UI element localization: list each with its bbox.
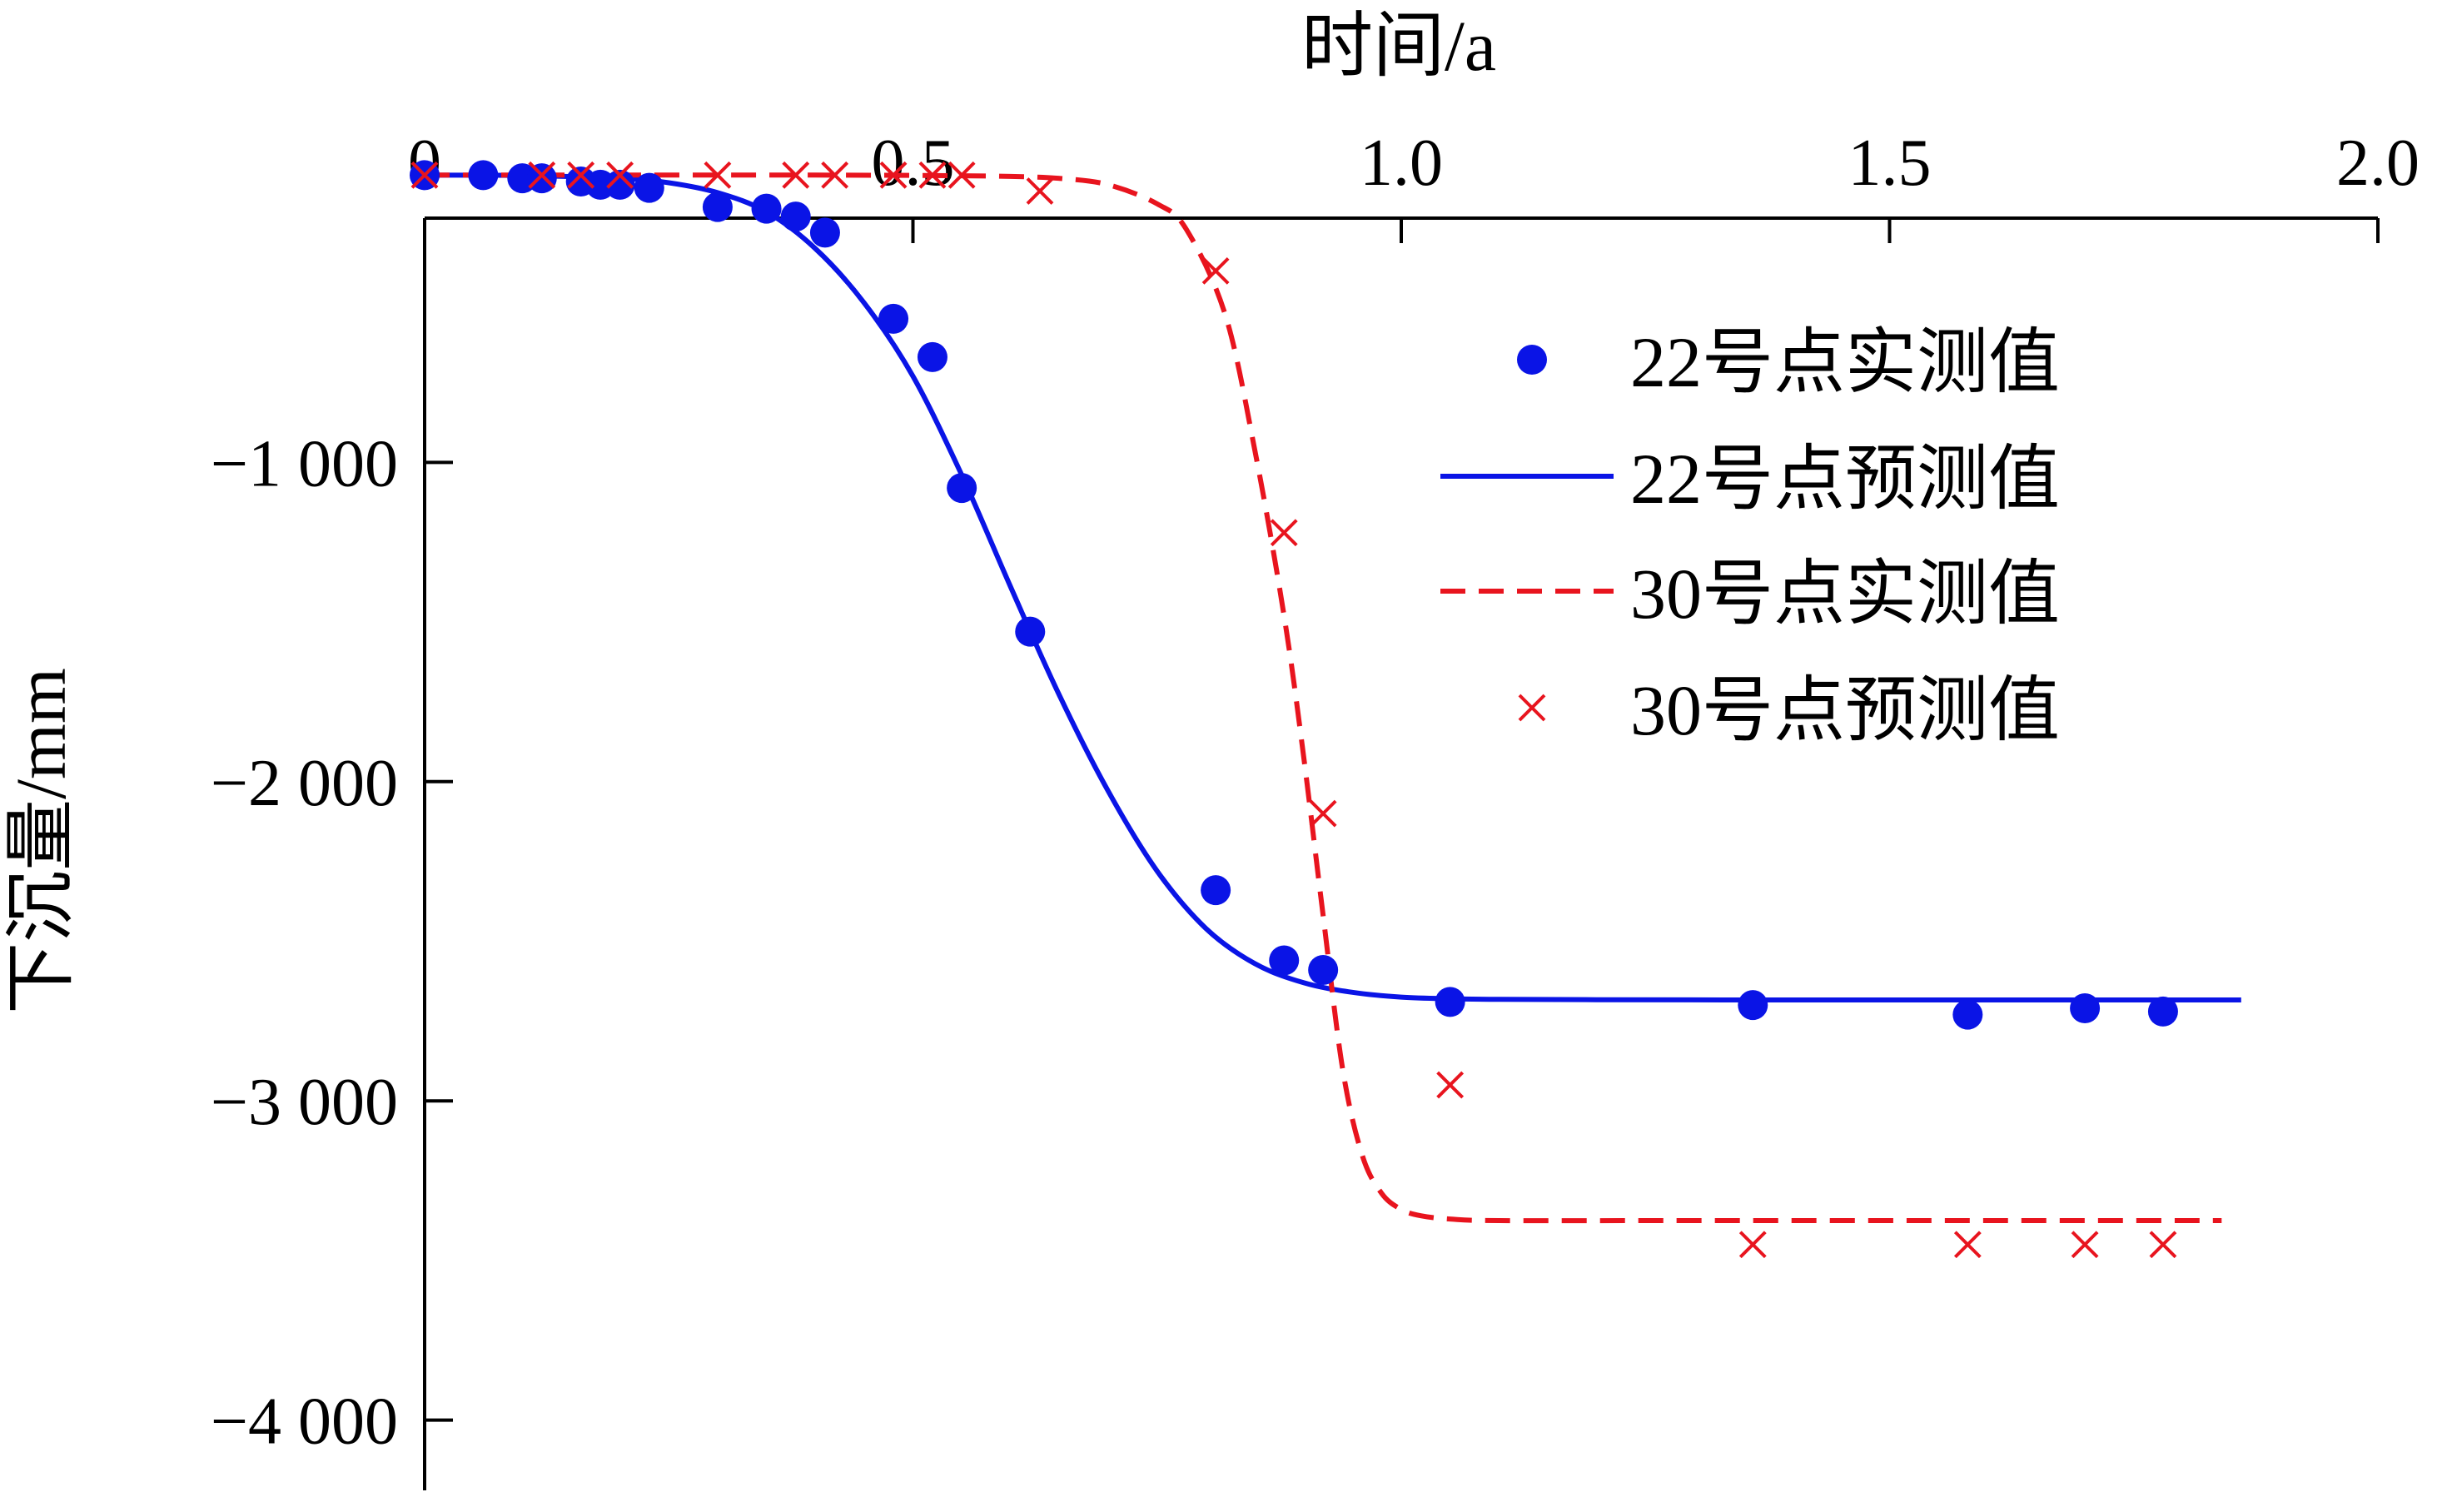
y-ticks: −1 000 −2 000 −3 000 −4 000 bbox=[211, 427, 453, 1459]
y-tick-label-3: −4 000 bbox=[211, 1385, 398, 1459]
x-tick-label-3: 1.5 bbox=[1848, 127, 1932, 200]
series-0-point-12 bbox=[878, 303, 909, 334]
series-layer bbox=[410, 160, 2241, 1259]
series-3-point-10 bbox=[1026, 177, 1054, 205]
series-0-point-18 bbox=[1308, 955, 1339, 986]
series-3-point-13 bbox=[1309, 799, 1337, 828]
series-0-point-3 bbox=[526, 163, 557, 194]
series-3-point-14 bbox=[1436, 1071, 1465, 1099]
series-3-point-7 bbox=[879, 161, 908, 189]
axes bbox=[423, 216, 2378, 1490]
series-2 bbox=[424, 172, 2222, 1224]
legend: 22号点实测值 22号点预测值 30号点实测值 30号点预测值 bbox=[1440, 322, 2060, 750]
y-tick-label-1: −2 000 bbox=[211, 747, 398, 820]
series-0-point-19 bbox=[1435, 987, 1465, 1017]
series-3-point-5 bbox=[782, 161, 810, 189]
series-0-point-10 bbox=[780, 201, 811, 232]
series-3-point-15 bbox=[1738, 1231, 1767, 1259]
series-3-point-18 bbox=[2149, 1231, 2177, 1259]
series-3-point-0 bbox=[410, 161, 439, 189]
series-0-point-15 bbox=[1015, 616, 1046, 647]
series-3-point-9 bbox=[947, 161, 976, 189]
series-3-point-3 bbox=[606, 161, 634, 189]
legend-item-3: 30号点预测值 bbox=[1518, 670, 2060, 750]
x-tick-label-1: 0.5 bbox=[872, 127, 955, 200]
series-0-point-1 bbox=[468, 160, 499, 191]
y-axis-title: 下沉量/mm bbox=[1, 668, 81, 1014]
legend-label-3: 30号点预测值 bbox=[1630, 670, 2060, 750]
series-0-point-11 bbox=[809, 217, 840, 248]
legend-item-0: 22号点实测值 bbox=[1517, 322, 2060, 402]
y-tick-label-0: −1 000 bbox=[211, 427, 398, 500]
series-0-point-8 bbox=[702, 191, 733, 222]
series-1 bbox=[424, 172, 2241, 1003]
series-3-point-8 bbox=[918, 161, 947, 189]
series-3-point-12 bbox=[1270, 519, 1298, 547]
legend-label-1: 22号点预测值 bbox=[1630, 439, 2060, 519]
series-3-point-16 bbox=[1953, 1231, 1982, 1259]
series-0-point-6 bbox=[604, 169, 635, 200]
series-3-point-17 bbox=[2071, 1231, 2099, 1259]
series-3-point-6 bbox=[821, 161, 849, 189]
x-tick-label-2: 1.0 bbox=[1360, 127, 1443, 200]
series-0-point-9 bbox=[751, 193, 782, 224]
series-3-point-2 bbox=[567, 161, 595, 189]
series-0-point-20 bbox=[1738, 990, 1768, 1021]
series-0-point-16 bbox=[1201, 875, 1231, 906]
legend-swatch-0 bbox=[1517, 345, 1547, 375]
series-0-point-22 bbox=[2070, 993, 2101, 1024]
series-0-point-21 bbox=[1952, 999, 1983, 1030]
series-2-line bbox=[424, 172, 2222, 1224]
x-tick-label-4: 2.0 bbox=[2336, 127, 2420, 200]
x-ticks: 00.51.01.52.0 bbox=[408, 127, 2420, 243]
legend-item-1: 22号点预测值 bbox=[1440, 439, 2060, 519]
series-0-point-13 bbox=[917, 341, 947, 372]
legend-item-2: 30号点实测值 bbox=[1440, 554, 2060, 634]
legend-label-2: 30号点实测值 bbox=[1630, 554, 2060, 634]
series-3 bbox=[410, 161, 2177, 1259]
series-3-point-4 bbox=[704, 161, 732, 189]
series-3-point-1 bbox=[528, 161, 556, 189]
x-axis-title: 时间/a bbox=[1301, 6, 1496, 86]
legend-label-0: 22号点实测值 bbox=[1630, 322, 2060, 402]
legend-swatch-3 bbox=[1518, 694, 1546, 722]
series-0-point-17 bbox=[1269, 945, 1300, 976]
series-3-point-11 bbox=[1201, 256, 1230, 285]
series-0-point-7 bbox=[634, 172, 664, 203]
y-tick-label-2: −3 000 bbox=[211, 1066, 398, 1139]
series-0-point-23 bbox=[2147, 996, 2178, 1027]
series-1-line bbox=[424, 172, 2241, 1003]
series-0-point-14 bbox=[947, 473, 977, 504]
